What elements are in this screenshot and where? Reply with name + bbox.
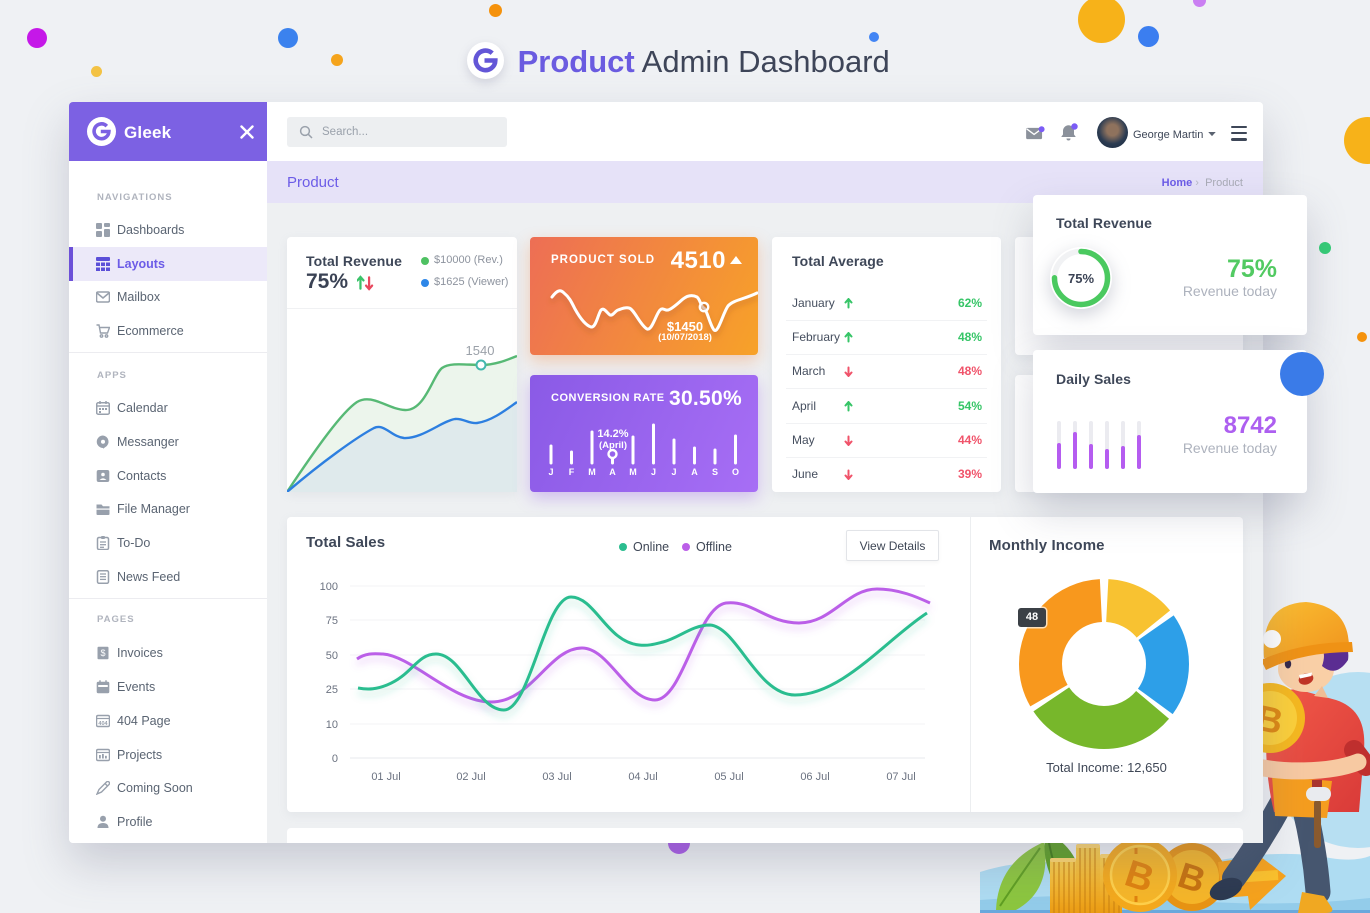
svg-text:75: 75 xyxy=(326,615,338,627)
svg-text:M: M xyxy=(588,467,596,477)
svg-text:25: 25 xyxy=(326,684,338,696)
svg-text:07 Jul: 07 Jul xyxy=(886,771,915,783)
svg-text:O: O xyxy=(732,467,739,477)
svg-text:404: 404 xyxy=(98,721,108,727)
svg-text:A: A xyxy=(609,467,616,477)
svg-text:J: J xyxy=(651,467,656,477)
svg-text:02 Jul: 02 Jul xyxy=(456,771,485,783)
svg-text:05 Jul: 05 Jul xyxy=(714,771,743,783)
svg-text:100: 100 xyxy=(320,581,338,593)
svg-text:14.2%: 14.2% xyxy=(597,428,628,440)
svg-text:0: 0 xyxy=(332,753,338,765)
svg-text:04 Jul: 04 Jul xyxy=(628,771,657,783)
svg-text:(April): (April) xyxy=(599,440,627,451)
svg-text:A: A xyxy=(691,467,698,477)
svg-text:10: 10 xyxy=(326,719,338,731)
svg-text:06 Jul: 06 Jul xyxy=(800,771,829,783)
svg-text:50: 50 xyxy=(326,650,338,662)
svg-text:01 Jul: 01 Jul xyxy=(371,771,400,783)
svg-text:J: J xyxy=(671,467,676,477)
svg-text:S: S xyxy=(712,467,718,477)
svg-text:1540: 1540 xyxy=(466,343,495,358)
svg-text:03 Jul: 03 Jul xyxy=(542,771,571,783)
svg-text:M: M xyxy=(629,467,637,477)
svg-text:F: F xyxy=(569,467,575,477)
svg-text:$: $ xyxy=(100,648,105,658)
svg-text:J: J xyxy=(548,467,553,477)
